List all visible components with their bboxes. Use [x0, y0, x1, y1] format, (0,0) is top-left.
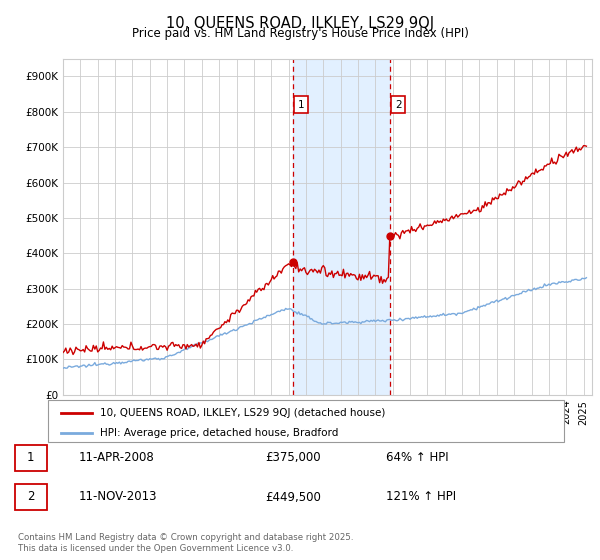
Text: £375,000: £375,000 [265, 451, 321, 464]
Text: 11-NOV-2013: 11-NOV-2013 [78, 491, 157, 503]
Text: 11-APR-2008: 11-APR-2008 [78, 451, 154, 464]
Text: 64% ↑ HPI: 64% ↑ HPI [386, 451, 449, 464]
Bar [15, 445, 47, 471]
Bar [293, 59, 390, 395]
Text: £449,500: £449,500 [265, 491, 322, 503]
Bar [15, 484, 47, 510]
Text: 2: 2 [27, 491, 34, 503]
Text: 1: 1 [27, 451, 34, 464]
Text: 10, QUEENS ROAD, ILKLEY, LS29 9QJ (detached house): 10, QUEENS ROAD, ILKLEY, LS29 9QJ (detac… [100, 408, 385, 418]
Text: Price paid vs. HM Land Registry's House Price Index (HPI): Price paid vs. HM Land Registry's House … [131, 27, 469, 40]
Text: HPI: Average price, detached house, Bradford: HPI: Average price, detached house, Brad… [100, 428, 338, 438]
Text: 2: 2 [395, 100, 401, 110]
Text: 10, QUEENS ROAD, ILKLEY, LS29 9QJ: 10, QUEENS ROAD, ILKLEY, LS29 9QJ [166, 16, 434, 31]
Text: Contains HM Land Registry data © Crown copyright and database right 2025.
This d: Contains HM Land Registry data © Crown c… [18, 533, 353, 553]
Text: 1: 1 [298, 100, 305, 110]
Text: 121% ↑ HPI: 121% ↑ HPI [386, 491, 457, 503]
